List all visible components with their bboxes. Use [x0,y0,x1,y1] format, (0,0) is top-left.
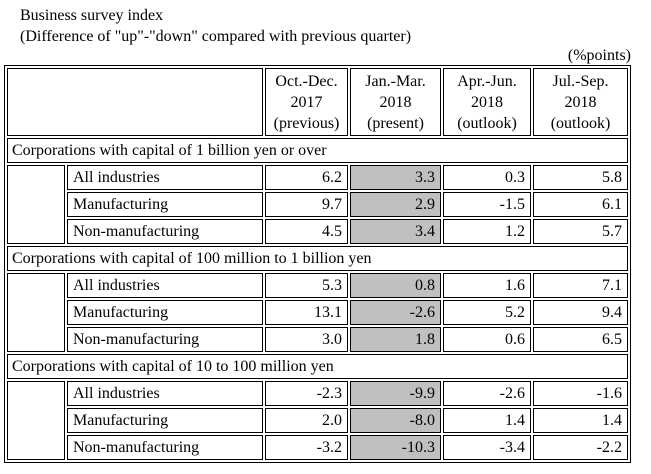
group-header-row: Corporations with capital of 1 billion y… [7,138,628,163]
value-cell: 0.3 [443,165,531,190]
value-cell-present: 3.4 [350,219,441,244]
value-cell-present: 0.8 [350,273,441,298]
indent-cell [7,165,65,244]
table-row: Manufacturing 13.1 -2.6 5.2 9.4 [7,300,628,325]
value-cell: -2.2 [533,435,628,460]
value-cell: 5.8 [533,165,628,190]
indent-cell [7,273,65,352]
row-label: Manufacturing [67,300,263,325]
row-label: Manufacturing [67,192,263,217]
group-title: Corporations with capital of 1 billion y… [7,138,628,163]
table-row: Non-manufacturing 4.5 3.4 1.2 5.7 [7,219,628,244]
row-label: All industries [67,273,263,298]
value-cell-present: -9.9 [350,381,441,406]
value-cell: -3.4 [443,435,531,460]
header-row: Oct.-Dec. 2017 (previous) Jan.-Mar. 2018… [7,68,628,136]
value-cell: 1.4 [533,408,628,433]
row-label: Non-manufacturing [67,219,263,244]
row-label: Manufacturing [67,408,263,433]
table-row: Non-manufacturing 3.0 1.8 0.6 6.5 [7,327,628,352]
value-cell-present: 1.8 [350,327,441,352]
value-cell: 6.2 [265,165,348,190]
unit-note: (%points) [567,47,631,64]
value-cell: -2.6 [443,381,531,406]
col-header-outlook-2: Jul.-Sep. 2018 (outlook) [533,68,628,136]
title-block: Business survey index (Difference of "up… [20,0,651,47]
value-cell: 9.7 [265,192,348,217]
indent-cell [7,381,65,460]
corner-cell [7,68,263,136]
group-title: Corporations with capital of 100 million… [7,246,628,271]
value-cell: 1.4 [443,408,531,433]
value-cell-present: 2.9 [350,192,441,217]
value-cell: 13.1 [265,300,348,325]
value-cell: -1.6 [533,381,628,406]
page-subtitle: (Difference of "up"-"down" compared with… [20,28,412,45]
value-cell: 5.3 [265,273,348,298]
value-cell: 1.6 [443,273,531,298]
value-cell: 2.0 [265,408,348,433]
value-cell: 9.4 [533,300,628,325]
value-cell: 4.5 [265,219,348,244]
table-row: All industries 5.3 0.8 1.6 7.1 [7,273,628,352]
row-label: Non-manufacturing [67,327,263,352]
value-cell-present: -10.3 [350,435,441,460]
page-title: Business survey index [20,7,164,24]
value-cell-present: -2.6 [350,300,441,325]
row-label: All industries [67,165,263,190]
col-header-previous: Oct.-Dec. 2017 (previous) [265,68,348,136]
table-row: Manufacturing 9.7 2.9 -1.5 6.1 [7,192,628,217]
row-label: Non-manufacturing [67,435,263,460]
value-cell: -2.3 [265,381,348,406]
group-header-row: Corporations with capital of 100 million… [7,246,628,271]
table-row: All industries 6.2 3.3 0.3 5.8 [7,165,628,244]
value-cell-present: 3.3 [350,165,441,190]
table-row: Non-manufacturing -3.2 -10.3 -3.4 -2.2 [7,435,628,460]
col-header-outlook-1: Apr.-Jun. 2018 (outlook) [443,68,531,136]
value-cell: 5.2 [443,300,531,325]
value-cell: 6.5 [533,327,628,352]
value-cell-present: -8.0 [350,408,441,433]
value-cell: -3.2 [265,435,348,460]
value-cell: 7.1 [533,273,628,298]
value-cell: 6.1 [533,192,628,217]
value-cell: -1.5 [443,192,531,217]
col-header-present: Jan.-Mar. 2018 (present) [350,68,441,136]
value-cell: 0.6 [443,327,531,352]
group-title: Corporations with capital of 10 to 100 m… [7,354,628,379]
table-row: Manufacturing 2.0 -8.0 1.4 1.4 [7,408,628,433]
value-cell: 5.7 [533,219,628,244]
value-cell: 1.2 [443,219,531,244]
group-header-row: Corporations with capital of 10 to 100 m… [7,354,628,379]
business-survey-index-table: Oct.-Dec. 2017 (previous) Jan.-Mar. 2018… [4,65,631,463]
row-label: All industries [67,381,263,406]
table-row: All industries -2.3 -9.9 -2.6 -1.6 [7,381,628,460]
value-cell: 3.0 [265,327,348,352]
